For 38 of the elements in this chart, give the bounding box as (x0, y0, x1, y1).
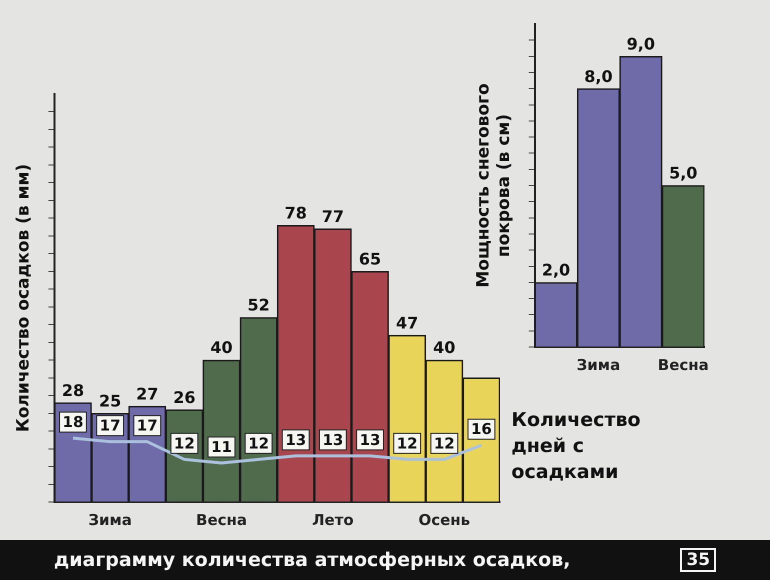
data-label: 13 (285, 430, 306, 449)
data-label: 11 (211, 438, 232, 456)
data-label: 78 (284, 203, 307, 222)
data-label: 65 (358, 250, 382, 269)
data-label: 52 (248, 296, 270, 315)
data-label: 12 (434, 434, 455, 452)
x-tick-label: Зима (576, 356, 620, 374)
data-label: 77 (322, 206, 344, 226)
data-label: 9,0 (626, 34, 656, 54)
data-label: 12 (248, 434, 270, 452)
data-label: 13 (360, 430, 380, 449)
data-label: 17 (100, 416, 121, 435)
data-label: 2,0 (542, 260, 570, 280)
data-label: 27 (136, 384, 158, 404)
data-label: 47 (396, 313, 418, 332)
series-label: Количество дней с осадками (511, 409, 641, 484)
y-axis-title: Мощность снегового покрова (в см) (474, 83, 514, 288)
data-label: 13 (322, 430, 344, 449)
x-tick-label: Зима (88, 510, 132, 529)
x-tick-label: Лето (312, 510, 354, 529)
y-axis-title: Количество осадков (в мм) (14, 164, 34, 432)
x-tick-label: Весна (196, 510, 247, 529)
data-label: 25 (98, 391, 122, 410)
data-label: 40 (210, 338, 233, 358)
data-label: 12 (174, 434, 195, 452)
data-label: 28 (62, 380, 84, 400)
data-label: 12 (396, 434, 418, 452)
data-label: 26 (173, 388, 196, 407)
text: 35 (680, 548, 716, 572)
text: диаграмму количества атмосферных осадков, (54, 549, 570, 571)
data-label: 40 (433, 338, 456, 358)
data-label: 5,0 (669, 164, 698, 183)
data-label: 16 (470, 420, 492, 438)
x-tick-label: Осень (418, 510, 470, 529)
data-label: 8,0 (584, 66, 613, 86)
x-tick-label: Весна (658, 356, 709, 374)
data-label: 18 (62, 413, 84, 432)
data-label: 17 (136, 416, 158, 435)
